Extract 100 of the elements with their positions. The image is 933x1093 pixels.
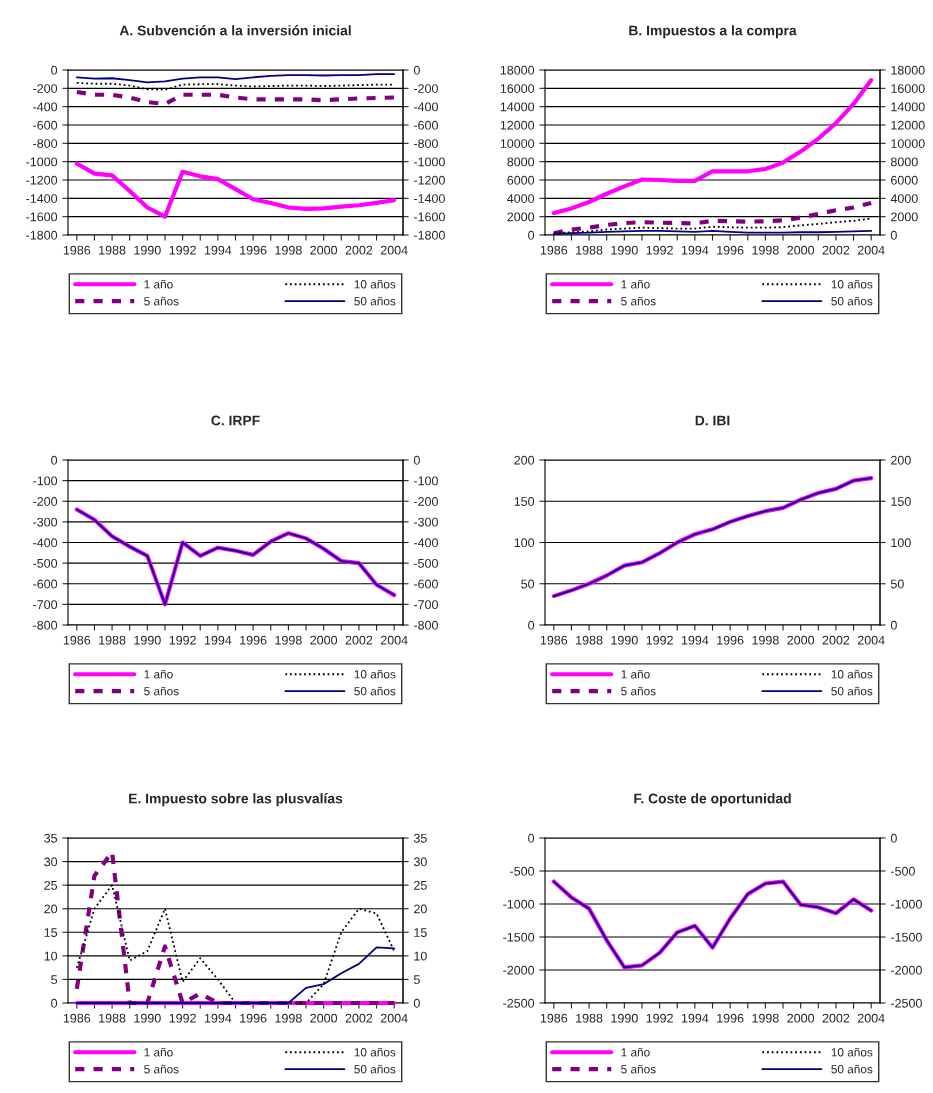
y-tick-label: 0	[51, 998, 58, 1008]
chart-title: D. IBI	[695, 415, 730, 426]
y2-tick-label: 30	[413, 857, 427, 867]
y-tick-label: 35	[44, 833, 58, 843]
x-tick-label: 1988	[576, 1013, 603, 1023]
x-tick-label: 1992	[169, 245, 196, 255]
x-tick-label: 1994	[681, 635, 709, 645]
y-tick-label: 25	[44, 880, 58, 890]
y2-tick-label: 0	[413, 998, 420, 1008]
y2-tick-label: -500	[890, 866, 915, 876]
legend-label: 50 años	[831, 686, 873, 696]
x-tick-label: 1996	[717, 1013, 744, 1023]
y2-tick-label: 100	[891, 538, 911, 548]
legend-label: 5 años	[621, 1064, 656, 1074]
x-tick-label: 1990	[611, 245, 638, 255]
y2-tick-label: 150	[891, 497, 911, 506]
y-tick-label: -500	[33, 558, 58, 568]
y-tick-label: -1500	[503, 932, 535, 942]
y2-tick-label: -200	[413, 497, 438, 506]
x-tick-label: 1990	[134, 245, 161, 255]
x-tick-label: 1990	[611, 1013, 638, 1023]
legend-label: 50 años	[354, 686, 396, 696]
x-tick-label: 2000	[310, 635, 338, 645]
y-tick-label: 0	[51, 65, 58, 75]
y2-tick-label: 15	[414, 928, 427, 937]
y-tick-label: -1600	[26, 212, 58, 222]
legend-label: 10 años	[354, 279, 396, 289]
y2-tick-label: 10000	[891, 139, 925, 148]
y-tick-label: 0	[528, 230, 535, 240]
x-tick-label: 2002	[345, 1013, 373, 1023]
legend-label: 1 año	[144, 669, 173, 679]
y-tick-label: 100	[514, 538, 535, 548]
x-tick-label: 2000	[310, 245, 338, 255]
y-tick-label: 6000	[507, 175, 535, 185]
x-tick-label: 1994	[681, 1013, 709, 1023]
y-tick-label: -700	[33, 600, 58, 610]
y-tick-label: 2000	[507, 212, 535, 222]
y-tick-label: -400	[33, 102, 58, 112]
x-tick-label: 1992	[169, 635, 196, 645]
legend-label: 1 año	[621, 1047, 650, 1057]
y-tick-label: 15	[44, 928, 58, 937]
y-tick-label: -2000	[503, 965, 535, 975]
y-tick-label: 4000	[507, 194, 535, 203]
y2-tick-label: 16000	[891, 84, 925, 93]
x-tick-label: 2004	[380, 635, 408, 645]
y-tick-label: 0	[51, 455, 58, 465]
x-tick-label: 2000	[787, 245, 815, 255]
chart-title: F. Coste de oportunidad	[634, 793, 791, 807]
y2-tick-label: -2500	[890, 998, 922, 1008]
y2-tick-label: -400	[413, 102, 438, 112]
y-tick-label: -1400	[26, 194, 58, 203]
x-tick-label: 1988	[99, 1013, 126, 1023]
legend-label: 1 año	[144, 1047, 173, 1057]
x-tick-label: 2004	[380, 245, 408, 255]
x-tick-label: 1996	[240, 245, 267, 255]
x-tick-label: 1990	[611, 635, 638, 645]
x-tick-label: 1998	[752, 635, 779, 645]
y-tick-label: 200	[514, 455, 535, 465]
y2-tick-label: -1000	[890, 899, 922, 909]
y2-tick-label: 0	[890, 230, 897, 240]
y-tick-label: 50	[521, 579, 535, 589]
y-tick-label: 16000	[500, 84, 535, 93]
legend-label: 10 años	[831, 1047, 873, 1057]
legend-label: 50 años	[354, 1064, 396, 1074]
y2-tick-label: -1800	[413, 230, 445, 240]
y2-tick-label: 5	[413, 975, 420, 985]
legend-label: 10 años	[831, 669, 873, 679]
y-tick-label: 18000	[500, 65, 535, 75]
chart-title: A. Subvención a la inversión inicial	[119, 25, 351, 36]
y2-tick-label: -1500	[890, 932, 922, 942]
legend-label: 1 año	[621, 279, 650, 289]
y-tick-label: -600	[33, 579, 58, 589]
y2-tick-label: 0	[890, 620, 897, 630]
y-tick-label: -300	[33, 517, 58, 527]
x-tick-label: 2000	[787, 1013, 815, 1023]
y2-tick-label: 25	[414, 880, 427, 890]
x-tick-label: 1996	[717, 635, 744, 645]
legend-label: 5 años	[621, 296, 656, 306]
x-tick-label: 1986	[63, 1013, 91, 1023]
x-tick-label: 1988	[99, 245, 126, 255]
y-tick-label: 0	[528, 620, 535, 630]
legend-label: 5 años	[621, 686, 656, 696]
legend-label: 5 años	[144, 296, 179, 306]
y-tick-label: -1000	[26, 157, 58, 167]
x-tick-label: 2004	[380, 1013, 408, 1023]
y2-tick-label: -100	[413, 476, 438, 486]
y2-tick-label: 4000	[890, 194, 918, 203]
y2-tick-label: -700	[413, 600, 438, 610]
legend-label: 10 años	[354, 1047, 396, 1057]
legend-label: 50 años	[831, 296, 873, 306]
y2-tick-label: 12000	[891, 120, 925, 130]
y-tick-label: 10000	[500, 139, 535, 148]
x-tick-label: 1998	[275, 635, 302, 645]
y2-tick-label: 50	[890, 579, 904, 589]
y-tick-label: -800	[33, 139, 58, 148]
x-tick-label: 1998	[752, 1013, 779, 1023]
x-tick-label: 1994	[204, 245, 232, 255]
x-tick-label: 1994	[681, 245, 709, 255]
y2-tick-label: 2000	[891, 212, 918, 222]
x-tick-label: 2002	[822, 635, 850, 645]
